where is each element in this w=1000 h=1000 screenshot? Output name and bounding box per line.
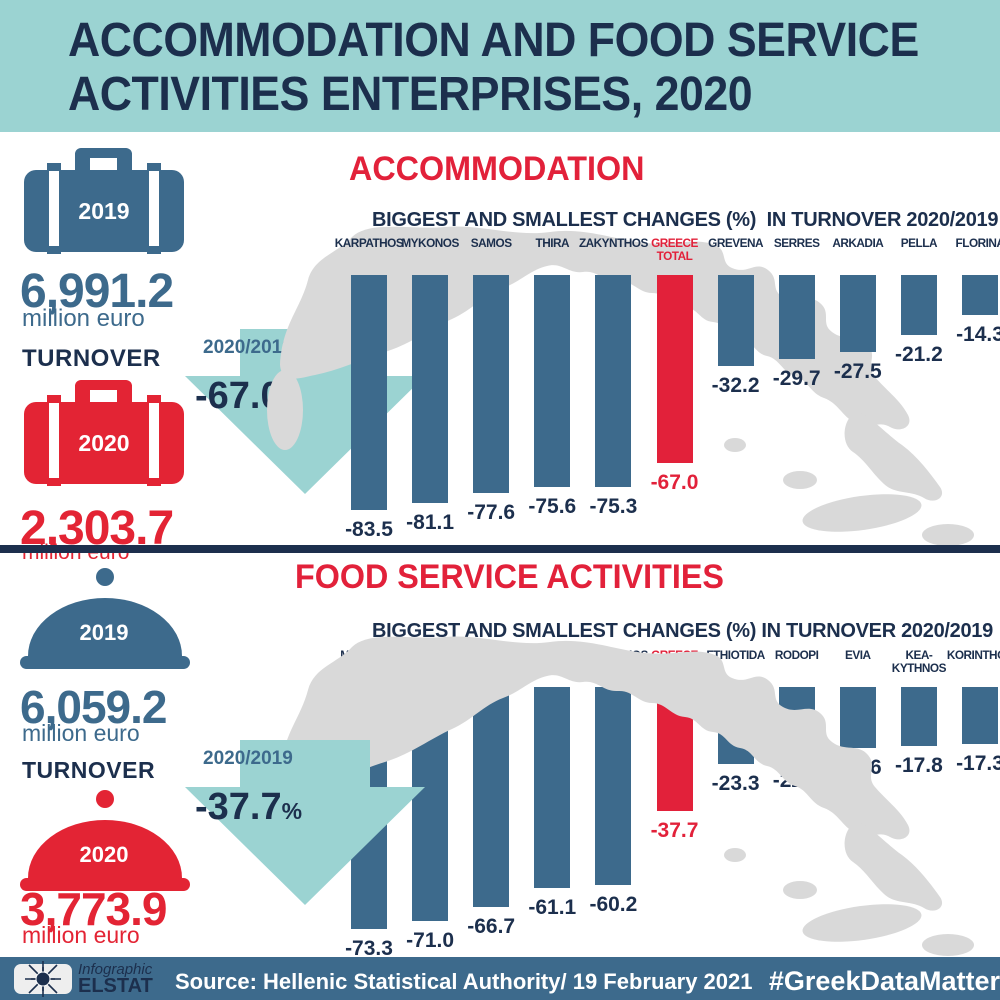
svg-text:2019: 2019	[80, 620, 129, 645]
svg-text:2020: 2020	[78, 430, 129, 456]
svg-text:2019: 2019	[78, 198, 129, 224]
svg-text:2020: 2020	[80, 842, 129, 867]
